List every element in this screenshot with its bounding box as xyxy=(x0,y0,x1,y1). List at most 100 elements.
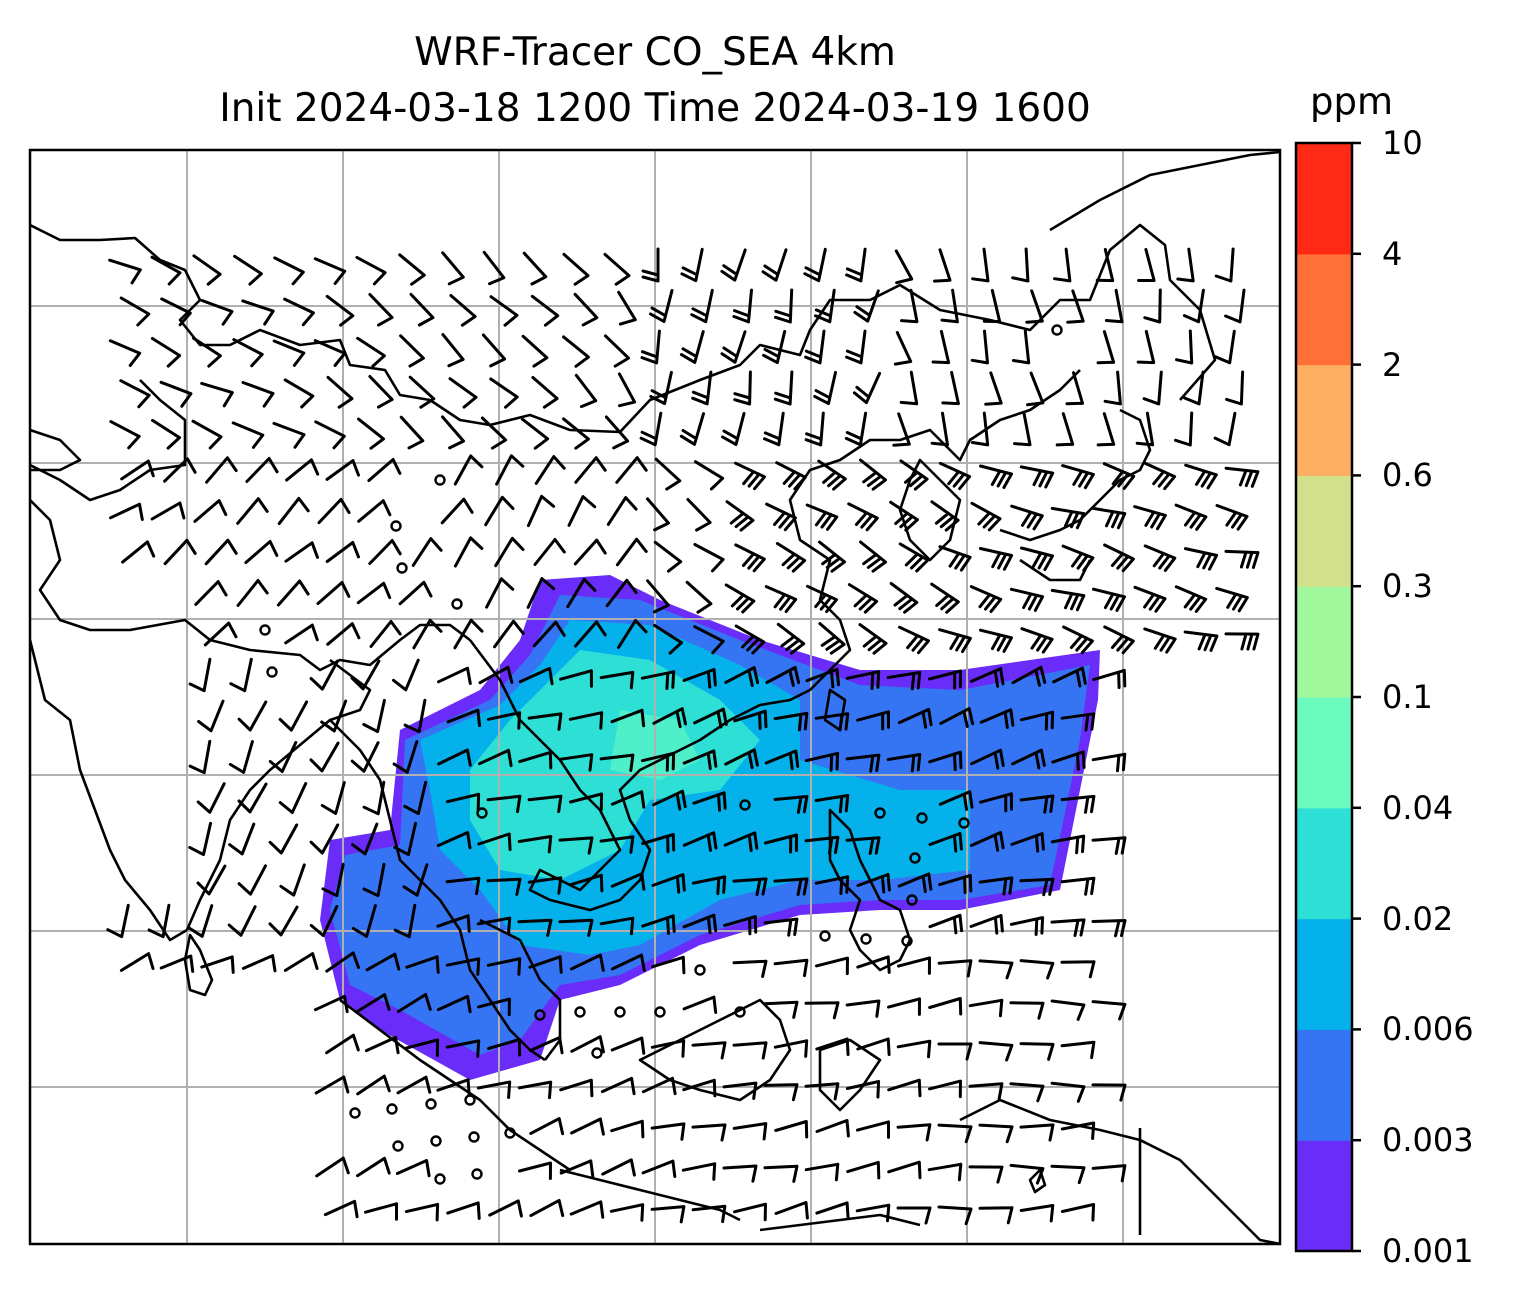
wind-barb xyxy=(937,1123,973,1144)
wind-barb xyxy=(818,540,846,573)
wind-barb xyxy=(196,864,227,896)
wind-barb xyxy=(1183,630,1219,652)
wind-barb xyxy=(1103,370,1122,406)
wind-barb xyxy=(734,624,766,655)
wind-barb xyxy=(1092,668,1127,690)
wind-barb xyxy=(968,1165,1004,1184)
wind-barb xyxy=(978,959,1014,980)
wind-barb xyxy=(604,415,630,450)
wind-barb xyxy=(856,955,891,974)
colorbar-segment xyxy=(1296,586,1352,698)
wind-barb xyxy=(518,666,554,686)
wind-barb xyxy=(930,411,949,447)
wind-barb xyxy=(574,456,607,484)
wind-barb xyxy=(1009,916,1045,936)
wind-barb xyxy=(817,459,847,491)
wind-barb xyxy=(845,836,881,855)
wind-barb xyxy=(928,669,962,690)
wind-barb xyxy=(928,997,963,1016)
wind-barb xyxy=(652,707,687,729)
wind-barb xyxy=(763,411,785,447)
wind-barb xyxy=(604,334,630,368)
wind-barb xyxy=(804,329,826,365)
wind-barb xyxy=(313,257,347,285)
wind-barb xyxy=(228,822,256,856)
wind-barb xyxy=(763,1000,799,1019)
wind-barb xyxy=(776,622,806,655)
wind-barb xyxy=(650,1205,686,1224)
wind-barb xyxy=(859,540,887,573)
wind-barb xyxy=(398,253,426,286)
wind-barb xyxy=(775,542,807,573)
wind-barb xyxy=(928,750,963,771)
wind-barb xyxy=(493,619,525,649)
wind-barb xyxy=(574,620,607,648)
wind-barb xyxy=(368,293,394,327)
wind-barb xyxy=(570,1035,605,1054)
wind-barb xyxy=(804,1001,840,1020)
wind-barb xyxy=(889,582,919,614)
wind-barb xyxy=(314,420,346,450)
wind-barb xyxy=(320,781,346,815)
wind-barb xyxy=(732,288,753,324)
wind-barb xyxy=(188,657,212,693)
wind-barb xyxy=(351,904,377,938)
wind-barb xyxy=(720,330,747,364)
wind-barb xyxy=(845,670,881,690)
wind-barb xyxy=(732,1041,768,1060)
wind-barb xyxy=(692,791,727,812)
wind-barb xyxy=(764,833,798,854)
wind-barb xyxy=(845,329,867,365)
wind-barb xyxy=(897,707,933,729)
wind-barb xyxy=(682,749,718,771)
colorbar-tick-label: 0.6 xyxy=(1382,456,1433,495)
wind-barb xyxy=(804,835,840,855)
wind-barb xyxy=(276,579,310,607)
wind-barb xyxy=(403,698,427,734)
wind-barb xyxy=(732,959,768,978)
wind-barb xyxy=(279,863,306,897)
wind-barb xyxy=(640,670,676,690)
wind-barb xyxy=(734,461,766,491)
wind-barb xyxy=(569,792,603,811)
wind-barb xyxy=(517,1080,553,1100)
wind-barb xyxy=(567,495,597,527)
wind-barb xyxy=(886,671,922,691)
coast-russia-far-east xyxy=(1049,150,1280,232)
wind-barb xyxy=(487,1038,522,1057)
wind-barb xyxy=(898,625,930,655)
colorbar-tick-label: 0.3 xyxy=(1382,567,1433,606)
wind-barb xyxy=(1183,547,1219,571)
coast-himalaya xyxy=(30,499,471,672)
wind-barb xyxy=(978,876,1014,896)
wind-barb xyxy=(284,623,319,645)
wind-barb xyxy=(1184,463,1218,490)
wind-barb xyxy=(690,288,714,324)
wind-barb xyxy=(241,381,275,408)
wind-barb xyxy=(232,338,264,368)
wind-barb xyxy=(476,1080,512,1099)
wind-barb xyxy=(445,792,481,812)
wind-barb xyxy=(227,905,257,937)
wind-barb xyxy=(368,539,402,565)
coast-china-north xyxy=(30,223,1217,434)
wind-barb xyxy=(1019,1123,1055,1142)
wind-barb xyxy=(640,329,661,365)
wind-barb xyxy=(724,666,760,687)
wind-barb xyxy=(733,370,752,406)
wind-barb xyxy=(968,1082,1004,1101)
wind-barb xyxy=(393,903,417,939)
wind-barb xyxy=(941,370,960,406)
wind-barb xyxy=(1060,794,1096,814)
wind-barb xyxy=(241,954,277,973)
colorbar-tick-label: 0.1 xyxy=(1382,678,1433,716)
wind-barb xyxy=(815,1037,850,1056)
wind-barb xyxy=(847,583,879,614)
wind-barb xyxy=(610,1119,645,1139)
wind-barb xyxy=(325,951,360,973)
wind-barb xyxy=(969,831,1005,852)
wind-barb xyxy=(1091,1083,1127,1102)
wind-barb xyxy=(326,375,354,409)
wind-barb xyxy=(1092,587,1126,612)
wind-barb xyxy=(108,339,142,367)
